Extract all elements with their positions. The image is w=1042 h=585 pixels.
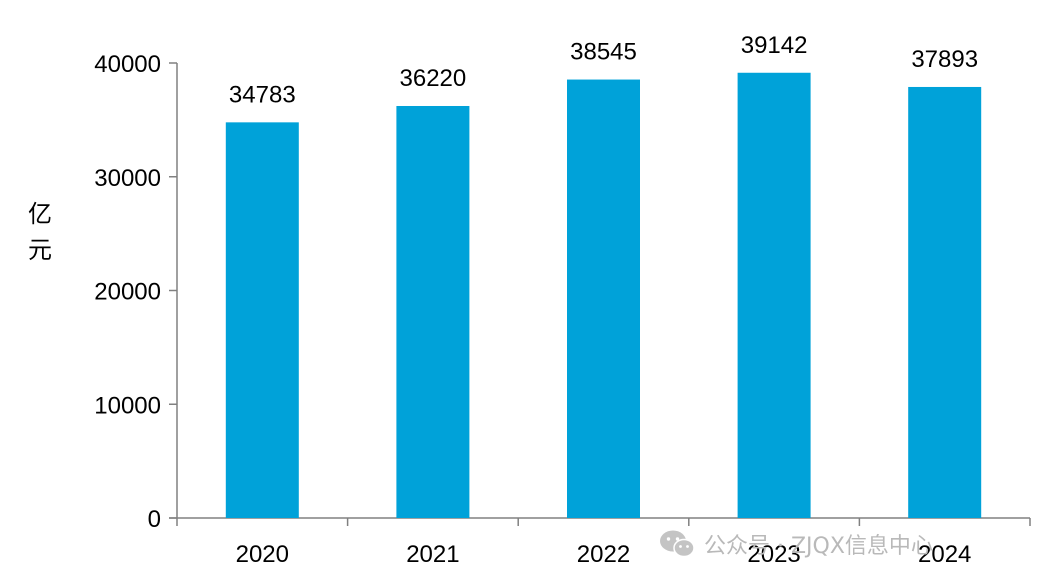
x-tick-label: 2022 — [577, 541, 630, 568]
watermark-text: 公众号 · ZJQX信息中心 — [704, 534, 933, 559]
x-axis: 2020 2021 2022 2023 2024 — [169, 517, 1031, 568]
bar-value-label: 34783 — [229, 81, 296, 108]
watermark: 公众号 · ZJQX信息中心 — [658, 528, 933, 560]
bar — [567, 79, 640, 518]
y-axis-label: 亿元 — [28, 200, 52, 264]
bar-value-label: 36220 — [400, 65, 467, 92]
y-tick-label: 20000 — [94, 279, 161, 306]
bar — [225, 122, 299, 518]
data-labels: 34783 36220 38545 39142 37893 — [229, 32, 978, 109]
y-axis-title: 亿元 — [28, 200, 52, 264]
x-tick-label: 2020 — [236, 541, 289, 568]
bar — [737, 72, 811, 518]
bars — [225, 72, 982, 518]
wechat-icon — [660, 530, 695, 558]
y-tick-label: 0 — [148, 506, 161, 533]
x-tick-label: 2023 — [747, 541, 800, 568]
bar-value-label: 38545 — [570, 39, 637, 66]
bar — [908, 86, 982, 518]
bar — [396, 105, 470, 518]
x-tick-label: 2021 — [406, 541, 459, 568]
y-tick-label: 40000 — [94, 51, 161, 78]
bar-value-label: 39142 — [741, 32, 808, 59]
y-tick-label: 30000 — [94, 165, 161, 192]
x-tick-label: 2024 — [918, 541, 971, 568]
bar-value-label: 37893 — [911, 46, 978, 73]
y-tick-label: 10000 — [94, 392, 161, 419]
y-axis: 0 10000 20000 30000 40000 — [94, 51, 178, 533]
